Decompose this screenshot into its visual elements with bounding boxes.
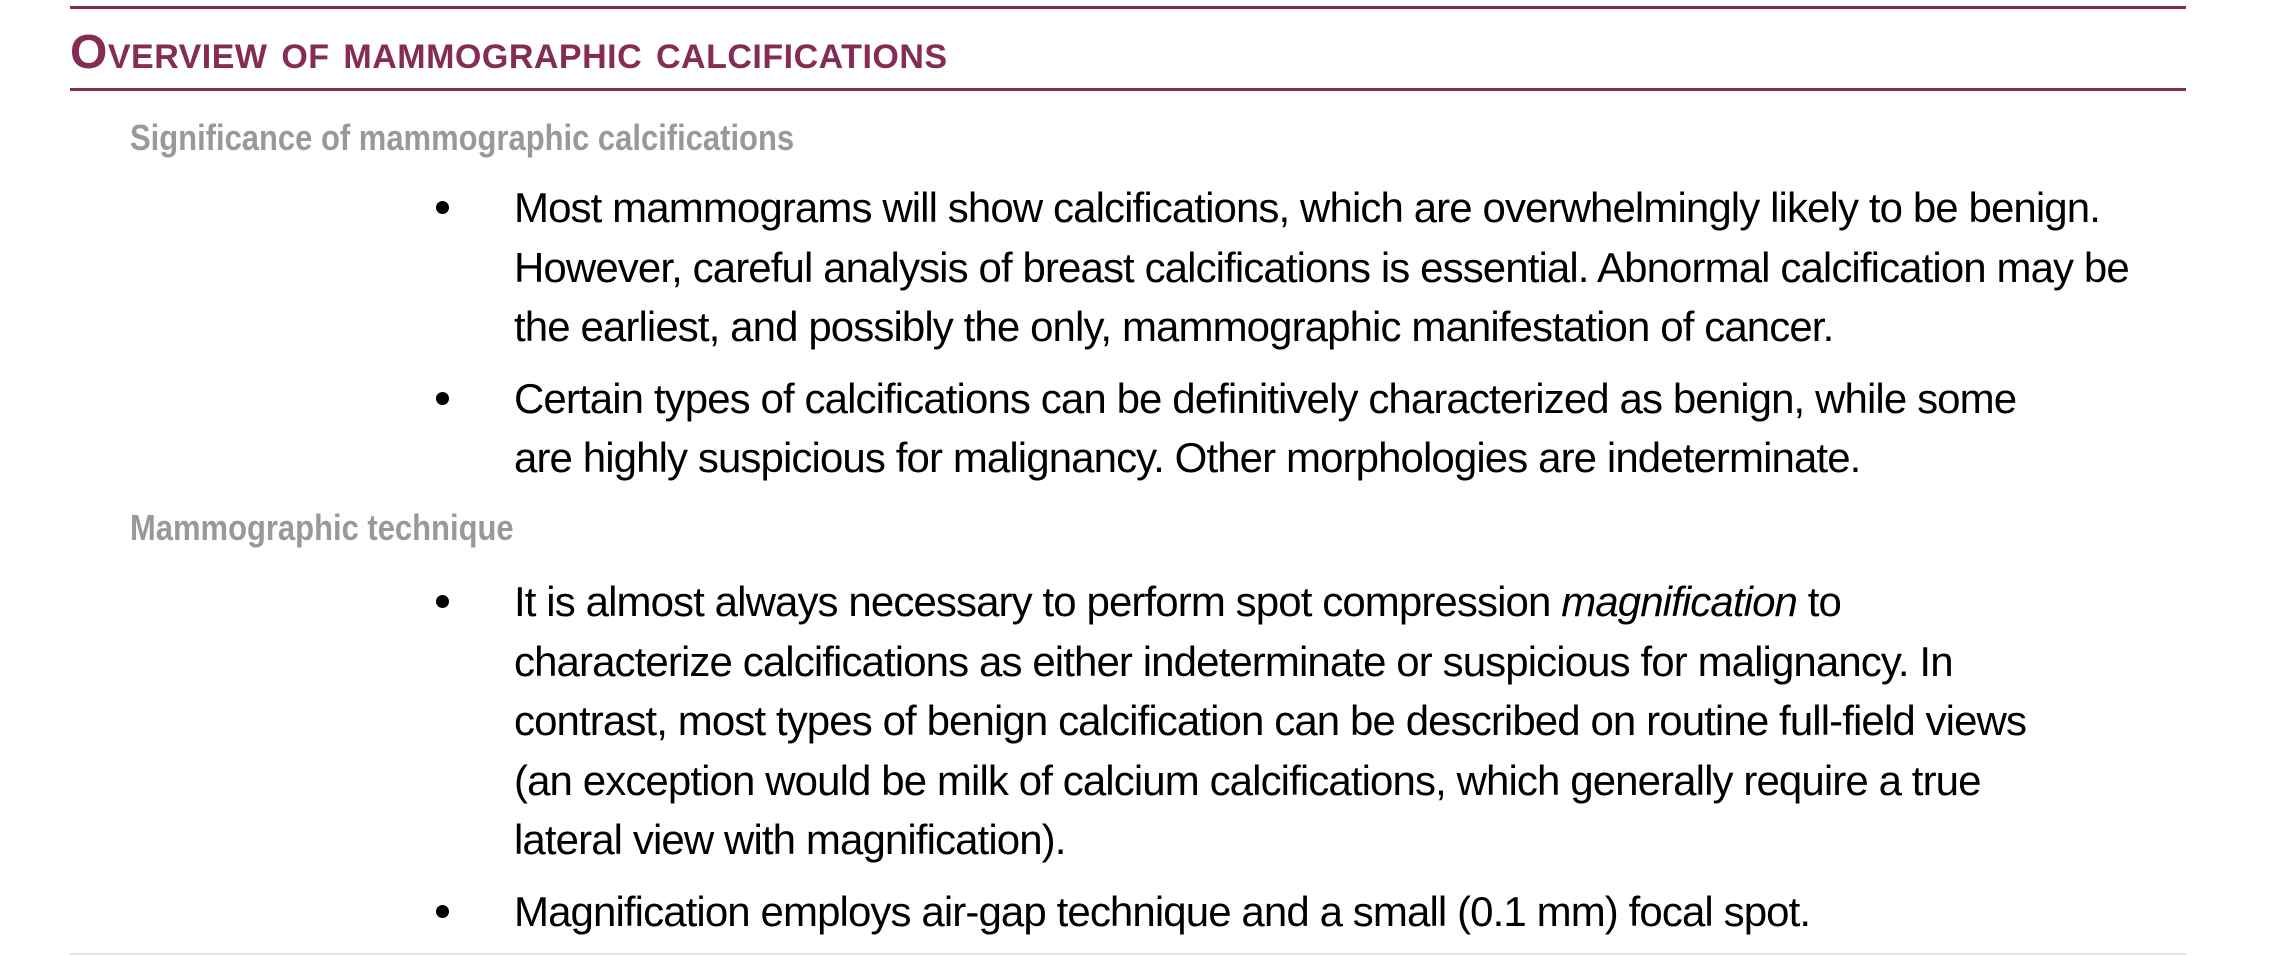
bullet-icon — [436, 595, 449, 608]
document-page: Overview of mammographic calcifications … — [70, 0, 2186, 956]
bullet-text-line: Certain types of calcifications can be d… — [514, 374, 2017, 422]
bullet-icon — [436, 904, 449, 918]
top-divider — [70, 6, 2186, 9]
bullet-item: Most mammograms will show calcifications… — [370, 178, 2250, 357]
bullet-list-technique: It is almost always necessary to perform… — [370, 572, 2250, 953]
bullet-list-significance: Most mammograms will show calcifications… — [370, 178, 2250, 500]
bullet-text-line: However, careful analysis of breast calc… — [514, 243, 2130, 291]
bullet-text-line: contrast, most types of benign calcifica… — [514, 697, 2027, 744]
bullet-text-line: It is almost always necessary to perform… — [514, 572, 2250, 632]
bullet-text-line: lateral view with magnification). — [514, 816, 1066, 863]
bullet-item: Certain types of calcifications can be d… — [370, 369, 2250, 488]
bullet-text-line: the earliest, and possibly the only, mam… — [514, 303, 1834, 350]
title-underline — [70, 88, 2186, 91]
bullet-text-line: (an exception would be milk of calcium c… — [514, 756, 1981, 804]
bullet-text-segment: It is almost always necessary to perform… — [514, 578, 1562, 625]
section-title: Overview of mammographic calcifications — [70, 26, 948, 79]
bullet-icon — [436, 201, 449, 214]
bullet-text-line: Magnification employs air-gap technique … — [514, 887, 1811, 935]
bullet-icon — [436, 391, 449, 405]
bullet-item: Magnification employs air-gap technique … — [370, 882, 2250, 942]
subheading-technique: Mammographic technique — [130, 507, 514, 548]
bullet-item: It is almost always necessary to perform… — [370, 572, 2250, 870]
bullet-text-line: characterize calcifications as either in… — [514, 637, 1954, 685]
bottom-divider — [70, 953, 2186, 955]
bullet-text-segment: to — [1797, 578, 1842, 625]
bullet-text-line: Most mammograms will show calcifications… — [514, 184, 2101, 231]
emphasized-term: magnification — [1561, 578, 1798, 625]
subheading-significance: Significance of mammographic calcificati… — [130, 117, 795, 158]
bullet-text-line: are highly suspicious for malignancy. Ot… — [514, 434, 1861, 481]
